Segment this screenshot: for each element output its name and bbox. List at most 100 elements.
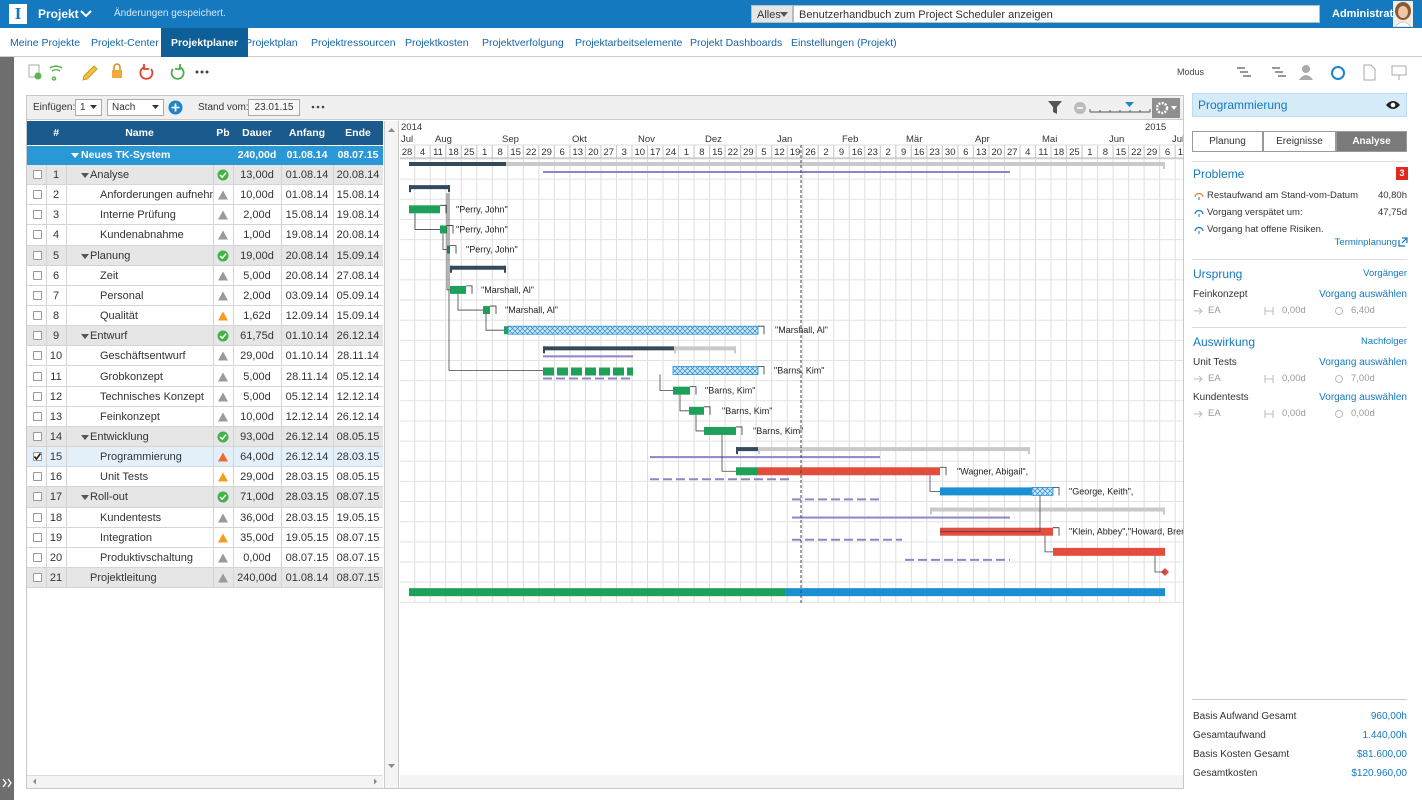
expand-triangle[interactable] xyxy=(81,253,89,259)
task-row[interactable]: 20 Produktivschaltung 0,00d 08.07.15 08.07.1… xyxy=(27,547,383,568)
task-name[interactable]: Kundentests xyxy=(100,511,162,524)
row-checkbox[interactable] xyxy=(33,391,42,401)
task-row[interactable]: 5 Planung 19,00d 20.08.14 15.09.14 xyxy=(27,245,383,266)
section-link[interactable]: Vorgang auswählen xyxy=(1319,392,1407,403)
row-checkbox[interactable] xyxy=(33,411,42,421)
row-checkbox[interactable] xyxy=(33,492,42,502)
row-checkbox[interactable] xyxy=(33,230,42,240)
task-row[interactable]: 21 Projektleitung 240,00d 01.08.14 08.07.15 xyxy=(27,568,383,589)
row-checkbox[interactable] xyxy=(33,190,42,200)
task-name[interactable]: Entwicklung xyxy=(90,430,149,443)
row-checkbox[interactable] xyxy=(33,472,42,482)
insert-count[interactable]: 1 xyxy=(75,99,102,116)
task-row[interactable]: 11 Grobkonzept 5,00d 28.11.14 05.12.14 xyxy=(27,366,383,387)
task-row[interactable]: 8 Qualität 1,62d 12.09.14 15.09.14 xyxy=(27,306,383,327)
task-name[interactable]: Projektleitung xyxy=(90,572,157,584)
column-header[interactable]: # xyxy=(53,127,59,139)
row-checkbox[interactable] xyxy=(33,331,42,341)
task-name[interactable]: Technisches Konzept xyxy=(100,390,204,403)
column-header[interactable]: Dauer xyxy=(242,127,272,139)
row-checkbox[interactable] xyxy=(33,290,42,300)
row-checkbox[interactable] xyxy=(33,371,42,381)
task-row[interactable]: 3 Interne Prüfung 2,00d 15.08.14 19.08.14 xyxy=(27,205,383,226)
row-checkbox[interactable] xyxy=(33,512,42,522)
task-row[interactable]: 6 Zeit 5,00d 20.08.14 27.08.14 xyxy=(27,265,383,286)
date-input[interactable]: 23.01.15 xyxy=(248,99,300,116)
nav-tab[interactable]: Projektkosten xyxy=(405,37,469,49)
nav-tab[interactable]: Projektverfolgung xyxy=(482,37,564,49)
nav-tab[interactable]: Projekt-Center xyxy=(91,37,159,49)
task-name[interactable]: Planung xyxy=(90,249,131,262)
section-link[interactable]: Vorgänger xyxy=(1363,268,1407,279)
search-scope[interactable]: Alles xyxy=(751,5,793,23)
task-row[interactable]: 12 Technisches Konzept 5,00d 05.12.14 12.12.… xyxy=(27,386,383,407)
panel-tab-active[interactable]: Analyse xyxy=(1336,131,1407,152)
task-name[interactable]: Geschäftsentwurf xyxy=(100,350,186,363)
task-name[interactable]: Anforderungen aufnehmen xyxy=(100,189,213,202)
row-checkbox[interactable] xyxy=(33,210,42,220)
task-name[interactable]: Unit Tests xyxy=(100,471,149,484)
column-header[interactable]: Name xyxy=(125,127,154,139)
row-checkbox[interactable] xyxy=(33,351,42,361)
schedule-link[interactable]: Terminplanung xyxy=(1334,237,1397,248)
panel-tab[interactable]: Ereignisse xyxy=(1263,131,1336,152)
task-row[interactable]: 18 Kundentests 36,00d 28.03.15 19.05.15 xyxy=(27,507,383,528)
task-row[interactable]: 15 Programmierung 64,00d 26.12.14 28.03.15 xyxy=(27,447,383,468)
row-checkbox[interactable] xyxy=(33,532,42,542)
task-name[interactable]: Interne Prüfung xyxy=(100,209,176,222)
task-name[interactable]: Roll-out xyxy=(90,491,128,504)
task-name[interactable]: Personal xyxy=(100,289,144,302)
section-link[interactable]: Vorgang auswählen xyxy=(1319,289,1407,300)
task-name[interactable]: Produktivschaltung xyxy=(100,551,193,564)
task-row[interactable]: 19 Integration 35,00d 19.05.15 08.07.15 xyxy=(27,527,383,548)
nav-tab[interactable]: Einstellungen (Projekt) xyxy=(791,37,897,49)
nav-tab[interactable]: Projektressourcen xyxy=(311,37,396,49)
panel-tab[interactable]: Planung xyxy=(1192,131,1263,152)
task-name[interactable]: Feinkonzept xyxy=(100,410,160,423)
row-checkbox[interactable] xyxy=(33,270,42,280)
row-checkbox[interactable] xyxy=(33,250,42,260)
task-name[interactable]: Entwurf xyxy=(90,330,128,343)
task-row[interactable]: 4 Kundenabnahme 1,00d 19.08.14 20.08.14 xyxy=(27,225,383,246)
task-row[interactable]: 14 Entwicklung 93,00d 26.12.14 08.05.15 xyxy=(27,426,383,448)
expand-triangle[interactable] xyxy=(81,334,89,340)
insert-pos[interactable]: Nach xyxy=(107,99,164,116)
user-name[interactable]: Administrator xyxy=(1332,8,1405,20)
nav-tab[interactable]: Projektarbeitselemente xyxy=(575,37,683,49)
expand-triangle[interactable] xyxy=(71,153,79,158)
task-row[interactable]: 2 Anforderungen aufnehmen 10,00d 01.08.14 15… xyxy=(27,185,383,206)
row-checkbox[interactable] xyxy=(33,311,42,321)
expand-triangle[interactable] xyxy=(81,173,89,178)
column-header[interactable]: Anfang xyxy=(288,127,326,139)
task-name[interactable]: Analyse xyxy=(90,169,130,181)
nav-tab-active[interactable]: Projektplaner xyxy=(161,28,249,57)
task-name[interactable]: Kundenabnahme xyxy=(100,229,184,242)
row-checkbox[interactable] xyxy=(33,170,42,179)
row-checkbox[interactable] xyxy=(33,452,42,462)
task-row[interactable]: 1 Analyse 13,00d 01.08.14 20.08.14 xyxy=(27,165,383,186)
task-name[interactable]: Integration xyxy=(100,531,152,544)
expand-triangle[interactable] xyxy=(81,434,89,440)
row-checkbox[interactable] xyxy=(33,552,42,562)
task-row[interactable]: 17 Roll-out 71,00d 28.03.15 08.07.15 xyxy=(27,487,383,508)
task-name[interactable]: Programmierung xyxy=(100,451,182,464)
search-input[interactable]: Benutzerhandbuch zum Project Scheduler a… xyxy=(793,5,1320,23)
column-header[interactable]: Pb xyxy=(216,127,230,139)
logo[interactable]: I xyxy=(9,4,27,24)
row-checkbox[interactable] xyxy=(33,431,42,441)
column-header[interactable]: Ende xyxy=(345,127,371,139)
task-name[interactable]: Grobkonzept xyxy=(100,370,163,383)
row-checkbox[interactable] xyxy=(33,573,42,582)
task-row[interactable]: 10 Geschäftsentwurf 29,00d 01.10.14 28.11.14 xyxy=(27,346,383,367)
expand-triangle[interactable] xyxy=(81,495,89,501)
section-link[interactable]: Vorgang auswählen xyxy=(1319,357,1407,368)
task-row[interactable]: 9 Entwurf 61,75d 01.10.14 26.12.14 xyxy=(27,326,383,347)
task-name[interactable]: Zeit xyxy=(100,269,119,282)
task-row[interactable]: 7 Personal 2,00d 03.09.14 05.09.14 xyxy=(27,285,383,307)
nav-tab[interactable]: Projektplan xyxy=(245,37,298,49)
section-link[interactable]: Nachfolger xyxy=(1361,336,1407,347)
task-name[interactable]: Qualität xyxy=(100,310,138,323)
nav-tab[interactable]: Meine Projekte xyxy=(10,37,81,49)
task-row[interactable]: 16 Unit Tests 29,00d 28.03.15 08.05.15 xyxy=(27,467,383,488)
nav-tab[interactable]: Projekt Dashboards xyxy=(690,37,783,49)
